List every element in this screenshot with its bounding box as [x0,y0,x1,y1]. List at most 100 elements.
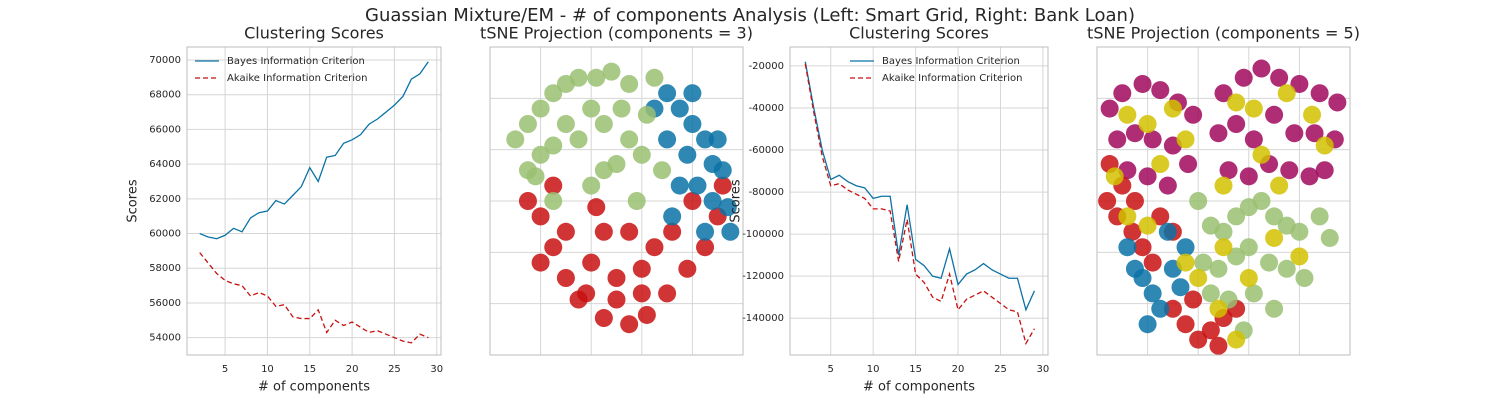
scatter-point [688,176,707,195]
scatter-point [1143,284,1162,303]
scatter-point [518,115,537,133]
scatter-point [620,222,639,241]
scatter-point [1105,167,1124,186]
scatter-point [1214,84,1233,103]
scatter-point [1239,269,1258,287]
scatter-point [544,84,563,103]
scatter-point [663,207,682,226]
scatter-point [1277,259,1296,278]
scatter-point [607,269,626,287]
scatter-point [1189,192,1208,210]
scatter-point [703,192,722,210]
scatter-point [1138,315,1157,334]
scatter-point [1227,247,1246,266]
scatter-point [683,84,702,103]
scatter-point [1209,299,1228,318]
scatter-point [1214,222,1233,241]
y-tick-label: 62000 [149,194,181,205]
scatter-point [594,222,613,241]
scatter-point [1209,124,1228,143]
scatter-point [569,130,588,149]
series-line [199,61,429,240]
scatter-point [718,198,737,217]
scatter-point [1151,299,1170,318]
scatter-point [1125,124,1144,143]
scatter-point [1320,228,1339,247]
scatter-point [594,309,613,328]
axes-frame [789,46,1049,356]
scatter-point [1113,84,1132,103]
scatter-point [658,284,677,303]
scatter-point [1227,93,1246,112]
scatter-point [637,105,656,124]
scatter-point [531,145,550,164]
y-tick-label: 70000 [149,55,181,66]
scatter-point [1265,207,1284,226]
scatter-point [1143,253,1162,272]
y-tick-label: 54000 [149,333,181,344]
scatter-point [670,99,689,118]
y-tick-label: 68000 [149,90,181,101]
scatter-point [696,130,715,149]
scatter-point [1219,161,1238,180]
x-tick-label: 25 [994,364,1007,375]
scatter-point [1239,238,1258,257]
scatter-point [1171,278,1190,297]
scatter-point [1201,321,1220,340]
scatter-point [696,238,715,257]
scatter-point [1214,238,1233,257]
scatter-point [526,167,545,186]
scatter-point [1328,93,1347,112]
scatter-point [506,130,525,149]
scatter-point [1252,192,1271,210]
y-tick-label: -140000 [742,313,784,324]
scatter-point [1280,161,1299,180]
scatter-point [1209,336,1228,355]
scatter-point [1189,330,1208,349]
scatter-point [1133,238,1152,257]
scatter-point [658,84,677,103]
scatter-point [1098,192,1117,210]
scatter-point [1300,167,1319,186]
scatter-point [582,253,601,272]
y-tick-label: -120000 [742,271,784,282]
scatter-point [721,222,740,241]
subplot: 5 10 15 20 25 30 -140000 -120000 -100000 -80000 -6… [729,24,1050,395]
scatter-point [637,305,656,324]
scatter-point [696,222,715,241]
scatter-point [1118,238,1137,257]
scatter-point [620,130,639,149]
y-tick-label: 66000 [149,124,181,135]
scatter-point [1158,222,1177,241]
scatter-point [1176,253,1195,272]
scatter-point [531,253,550,272]
scatter-point [577,284,596,303]
scatter-point [1252,59,1271,78]
scatter-point [1189,269,1208,287]
scatter-point [1151,81,1170,100]
scatter-point [1176,130,1195,149]
scatter-point [1270,68,1289,87]
scatter-point [1138,167,1157,186]
subplot: tSNE Projection (components = 3) [480,24,753,356]
scatter-point [627,192,646,210]
axes-frame [489,46,744,356]
legend-label: Bayes Information Criterion [227,56,365,67]
scatter-point [587,198,606,217]
scatter-point [1118,105,1137,124]
scatter-point [1214,176,1233,195]
scatter-point [531,207,550,226]
axes-frame [1096,46,1351,356]
x-tick-label: 10 [261,364,274,375]
subplot: 5 10 15 20 25 30 54000 56000 58000 60000 62000 6400… [126,24,444,395]
scatter-point [620,315,639,334]
subplot-title: Clustering Scores [849,24,989,43]
scatter-point [556,222,575,241]
x-tick-label: 15 [303,364,316,375]
x-axis-label: # of components [863,380,975,395]
scatter-point [1123,222,1142,241]
scatter-point [653,161,672,180]
scatter-point [683,115,702,133]
y-tick-label: 56000 [149,298,181,309]
